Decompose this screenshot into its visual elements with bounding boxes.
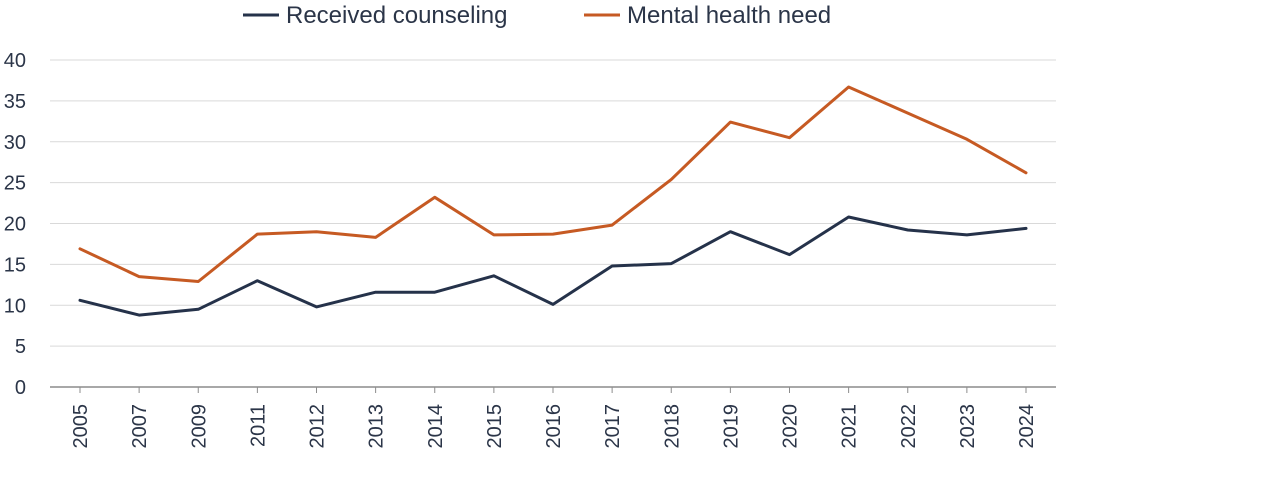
x-tick-label: 2024 xyxy=(1016,404,1038,449)
x-tick-label: 2014 xyxy=(425,404,447,449)
series-line-received-counseling xyxy=(78,215,1028,317)
legend-label: Mental health need xyxy=(627,2,831,29)
x-tick-label: 2016 xyxy=(543,404,565,449)
y-tick-label: 0 xyxy=(15,377,26,399)
y-tick-label: 25 xyxy=(4,173,26,195)
series-line-mental-health-need xyxy=(78,85,1028,283)
x-tick-label: 2019 xyxy=(720,404,742,449)
x-tick-label: 2011 xyxy=(247,404,269,447)
x-tick-label: 2022 xyxy=(898,404,920,449)
x-tick-label: 2015 xyxy=(484,404,506,449)
y-tick-label: 10 xyxy=(4,295,26,317)
x-tick-label: 2023 xyxy=(957,404,979,449)
axis-layer: 0 5 10 15 20 25 30 35 40 2005 2007 2009 2011 2012 2013… xyxy=(4,50,1056,449)
x-tick-label: 2021 xyxy=(839,404,861,449)
x-tick-label: 2007 xyxy=(129,404,151,449)
legend-label: Received counseling xyxy=(286,2,507,29)
x-tick-label: 2020 xyxy=(780,404,802,449)
x-tick-label: 2005 xyxy=(70,404,92,449)
legend: Received counseling Mental health need xyxy=(243,2,831,29)
y-tick-label: 5 xyxy=(15,336,26,358)
x-tick-label: 2009 xyxy=(188,404,210,449)
y-tick-label: 30 xyxy=(4,132,26,154)
x-tick-label: 2017 xyxy=(602,404,624,449)
x-tick-label: 2013 xyxy=(366,404,388,449)
y-tick-label: 20 xyxy=(4,214,26,236)
series-layer xyxy=(78,85,1028,317)
x-tick-label: 2018 xyxy=(661,404,683,449)
y-tick-label: 40 xyxy=(4,50,26,72)
y-tick-label: 35 xyxy=(4,91,26,113)
y-tick-label: 15 xyxy=(4,254,26,276)
x-tick-label: 2012 xyxy=(307,404,329,449)
